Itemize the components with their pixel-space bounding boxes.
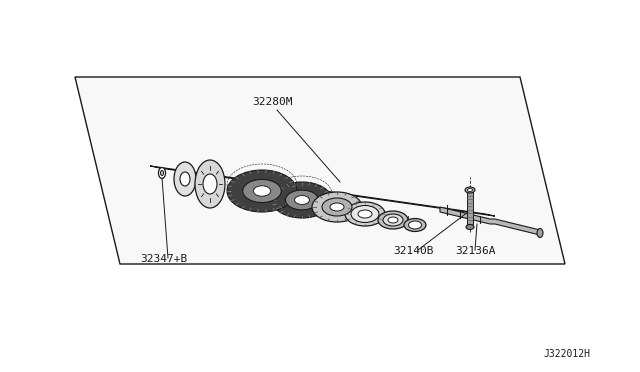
Polygon shape	[75, 77, 565, 264]
Ellipse shape	[383, 214, 403, 226]
Ellipse shape	[161, 170, 163, 176]
Ellipse shape	[285, 190, 319, 210]
Ellipse shape	[243, 179, 281, 202]
Ellipse shape	[378, 211, 408, 229]
Ellipse shape	[174, 162, 196, 196]
Ellipse shape	[294, 196, 309, 205]
Ellipse shape	[466, 224, 474, 230]
Ellipse shape	[322, 198, 352, 216]
Text: 32347+B: 32347+B	[140, 254, 188, 264]
Ellipse shape	[404, 218, 426, 231]
Ellipse shape	[465, 187, 475, 193]
Polygon shape	[150, 166, 495, 216]
Ellipse shape	[537, 228, 543, 237]
Bar	[467, 192, 473, 227]
Text: 32140B: 32140B	[393, 246, 433, 256]
Ellipse shape	[345, 202, 385, 226]
Text: J322012H: J322012H	[543, 349, 590, 359]
Ellipse shape	[180, 172, 190, 186]
Ellipse shape	[253, 186, 271, 196]
Ellipse shape	[358, 210, 372, 218]
Ellipse shape	[195, 160, 225, 208]
Ellipse shape	[272, 182, 332, 218]
Ellipse shape	[203, 174, 217, 194]
Ellipse shape	[227, 170, 297, 212]
Ellipse shape	[312, 192, 362, 222]
Text: 32280M: 32280M	[252, 97, 292, 107]
Ellipse shape	[330, 203, 344, 211]
Ellipse shape	[467, 189, 472, 192]
Ellipse shape	[159, 167, 166, 179]
Ellipse shape	[351, 205, 379, 222]
Ellipse shape	[408, 221, 422, 229]
Polygon shape	[440, 207, 540, 235]
Text: 32136A: 32136A	[455, 246, 495, 256]
Ellipse shape	[388, 217, 398, 223]
